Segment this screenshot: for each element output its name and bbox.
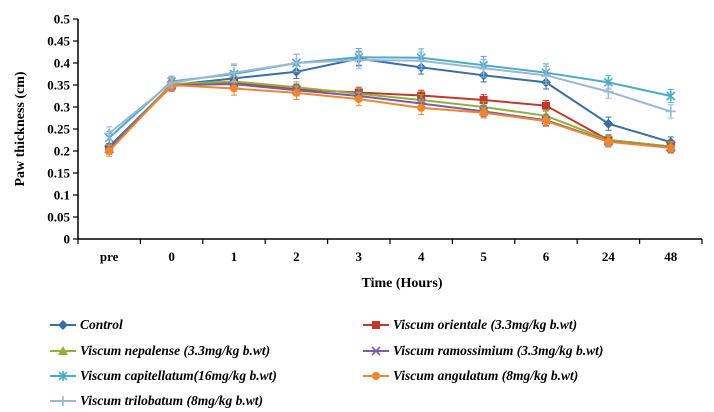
- y-tick-label: 0.2: [54, 144, 70, 159]
- legend-marker: [372, 372, 380, 380]
- y-tick-label: 0.1: [54, 188, 70, 203]
- series-6: [104, 50, 676, 141]
- x-tick-label: pre: [100, 249, 119, 264]
- legend-label: Viscum orientale (3.3mg/kg b.wt): [393, 317, 577, 332]
- x-axis-title: Time (Hours): [361, 276, 442, 291]
- data-point: [603, 118, 614, 129]
- data-point: [479, 95, 488, 104]
- series-5: [105, 79, 675, 157]
- series-line: [108, 57, 672, 148]
- data-point: [542, 101, 550, 110]
- y-tick-label: 0.3: [54, 100, 71, 115]
- x-tick-label: 24: [602, 249, 616, 264]
- legend-marker: [58, 396, 68, 406]
- x-tick-label: 6: [543, 249, 550, 264]
- legend-label: Viscum nepalense (3.3mg/kg b.wt): [80, 343, 270, 358]
- y-tick-label: 0.25: [47, 122, 70, 137]
- legend-item: Control: [50, 317, 123, 332]
- x-tick-label: 2: [293, 249, 300, 264]
- series-line: [108, 83, 671, 152]
- data-point: [105, 147, 114, 155]
- data-point: [479, 108, 488, 117]
- legend-label: Viscum capitellatum(16mg/kg b.wt): [80, 368, 277, 383]
- y-tick-label: 0.5: [54, 12, 71, 27]
- data-point: [292, 88, 301, 97]
- legend-marker: [372, 321, 380, 329]
- data-point: [478, 63, 489, 74]
- x-tick-label: 1: [231, 249, 238, 264]
- data-point: [604, 137, 613, 146]
- y-tick-label: 0.35: [47, 78, 70, 93]
- legend-item: Viscum trilobatum (8mg/kg b.wt): [50, 393, 263, 408]
- y-tick-label: 0.4: [54, 56, 71, 71]
- legend-marker: [58, 320, 68, 330]
- y-tick-label: 0.15: [47, 166, 70, 181]
- y-tick-label: 0.05: [47, 210, 70, 225]
- series-line: [108, 81, 671, 150]
- data-point: [541, 70, 551, 81]
- data-point: [665, 106, 676, 117]
- legend-marker: [371, 346, 381, 356]
- legend-marker: [58, 346, 68, 355]
- data-point: [291, 58, 302, 68]
- legend-label: Viscum trilobatum (8mg/kg b.wt): [80, 393, 263, 408]
- series-group: [104, 47, 676, 157]
- data-point: [166, 77, 177, 88]
- legend-label: Control: [80, 317, 123, 332]
- data-point: [603, 86, 614, 97]
- data-point: [229, 67, 239, 78]
- data-point: [354, 95, 363, 104]
- legend-item: Viscum nepalense (3.3mg/kg b.wt): [50, 343, 270, 358]
- data-point: [666, 143, 675, 152]
- legend-item: Viscum capitellatum(16mg/kg b.wt): [50, 368, 277, 383]
- data-point: [417, 103, 426, 112]
- legend-item: Viscum ramossimium (3.3mg/kg b.wt): [363, 343, 603, 358]
- y-tick-label: 0.45: [47, 34, 70, 49]
- series-line: [108, 58, 672, 135]
- y-axis-ticks: 0 0.05 0.1 0.15 0.2 0.25 0.3 0.35 0.4 0.45 0.5: [47, 12, 78, 247]
- y-tick-label: 0: [64, 232, 71, 247]
- data-point: [230, 84, 238, 93]
- plot-area: 0 0.05 0.1 0.15 0.2 0.25 0.3 0.35 0.4 0.45 0.5 pre…: [47, 12, 703, 264]
- series-3: [104, 78, 676, 155]
- series-2: [104, 75, 676, 155]
- x-tick-label: 48: [664, 249, 678, 264]
- series-line: [108, 80, 671, 150]
- legend-label: Viscum angulatum (8mg/kg b.wt): [393, 368, 578, 383]
- data-point: [353, 54, 364, 65]
- legend-marker: [58, 371, 68, 381]
- x-tick-label: 5: [480, 249, 487, 264]
- series-1: [105, 77, 675, 155]
- x-axis-ticks: pre 0 1 2 3 4 5 6 24 48: [77, 239, 703, 264]
- data-point: [666, 91, 676, 101]
- data-point: [416, 55, 427, 66]
- legend-item: Viscum orientale (3.3mg/kg b.wt): [363, 317, 577, 332]
- x-tick-label: 4: [418, 249, 425, 264]
- legend-item: Viscum angulatum (8mg/kg b.wt): [363, 368, 578, 383]
- legend-label: Viscum ramossimium (3.3mg/kg b.wt): [393, 343, 603, 358]
- x-tick-label: 3: [356, 249, 363, 264]
- y-axis-title: Paw thickness (cm): [13, 71, 28, 186]
- legend: Control Viscum orientale (3.3mg/kg b.wt) V…: [50, 317, 603, 408]
- data-point: [104, 128, 115, 139]
- x-tick-label: 0: [168, 249, 175, 264]
- data-point: [542, 117, 550, 126]
